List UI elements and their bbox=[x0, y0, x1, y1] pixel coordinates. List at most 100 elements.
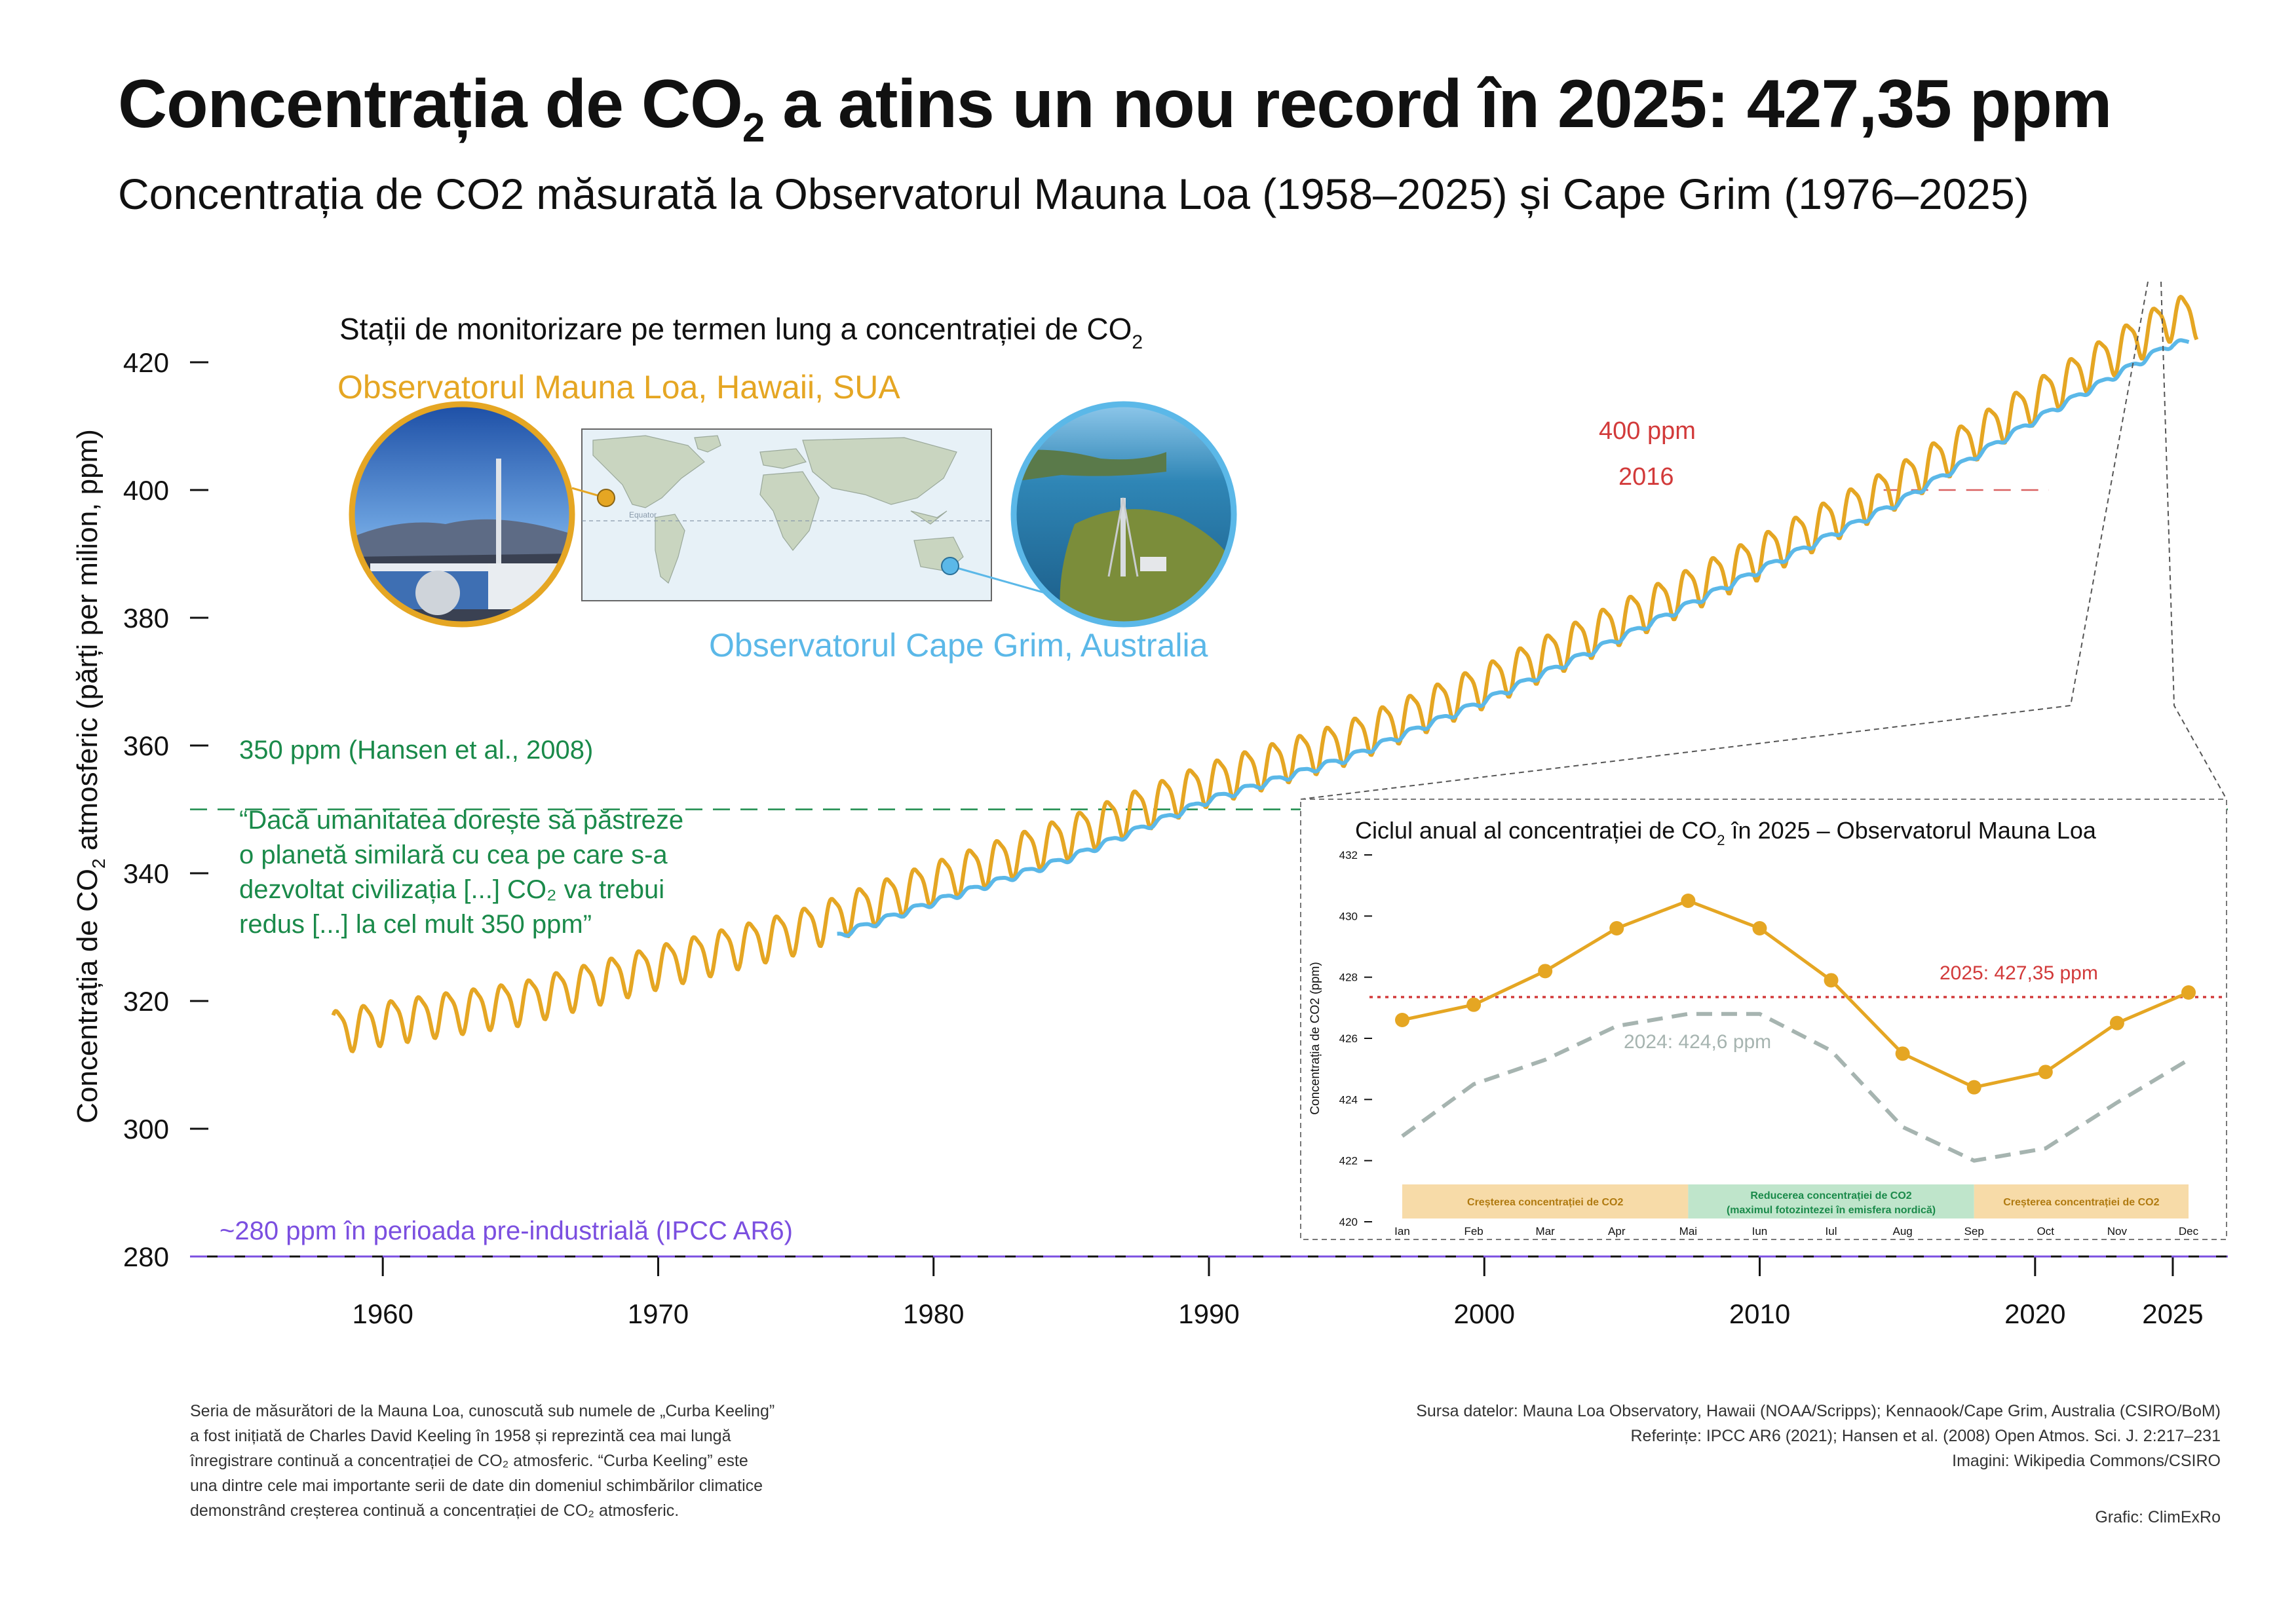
inset-x-tick-label: Dec bbox=[2179, 1225, 2199, 1237]
inset-band-label: (maximul fotozintezei în emisfera nordic… bbox=[1727, 1205, 1936, 1216]
footer-line: Seria de măsurători de la Mauna Loa, cun… bbox=[190, 1402, 775, 1420]
y-tick-label: 400 bbox=[123, 475, 169, 506]
x-tick-label: 1980 bbox=[903, 1298, 964, 1329]
inset-2025-point bbox=[2038, 1065, 2053, 1080]
x-tick-label: 2010 bbox=[1729, 1298, 1790, 1329]
threshold-400-label: 400 ppm bbox=[1599, 417, 1696, 445]
footer-line: înregistrare continuă a concentrației de… bbox=[190, 1452, 748, 1470]
reference-lines: 350 ppm (Hansen et al., 2008) ~280 ppm î… bbox=[190, 417, 2228, 1258]
page-title: Concentrația de CO2 a atins un nou recor… bbox=[118, 66, 2112, 151]
inset-title: Ciclul anual al concentrației de CO2 în … bbox=[1355, 817, 2097, 848]
inset-2025-point bbox=[1824, 973, 1839, 988]
north-america-shape bbox=[592, 435, 705, 508]
inset-2024-annotation: 2024: 424,6 ppm bbox=[1624, 1031, 1771, 1053]
page-subtitle: Concentrația de CO2 măsurată la Observat… bbox=[118, 170, 2029, 218]
cape-grim-series-line bbox=[836, 338, 2190, 938]
inset-y-tick-label: 422 bbox=[1339, 1155, 1358, 1167]
inset-x-tick-label: Mai bbox=[1679, 1225, 1697, 1237]
inset-x-tick-label: Mar bbox=[1536, 1225, 1556, 1237]
equator-label: Equator bbox=[629, 510, 657, 519]
inset-y-tick-label: 432 bbox=[1339, 849, 1358, 861]
inset-x-ticks: Ian Feb Mar Apr Mai Iun Iul Aug Sep Oct Nov Dec bbox=[1394, 1225, 2198, 1237]
mauna-loa-photo bbox=[349, 401, 575, 628]
x-tick-label: 1960 bbox=[352, 1298, 413, 1329]
footer-line: una dintre cele mai importante serii de … bbox=[190, 1477, 763, 1495]
asia-shape bbox=[802, 437, 957, 505]
africa-shape bbox=[759, 471, 820, 551]
graphic-credit: Grafic: ClimExRo bbox=[2095, 1508, 2221, 1526]
footer-line: demonstrând creșterea continuă a concent… bbox=[190, 1501, 679, 1520]
inset-2025-point bbox=[1466, 997, 1482, 1012]
mauna-loa-photo-ring bbox=[349, 401, 575, 628]
y-tick-label: 380 bbox=[123, 603, 169, 633]
inset-y-tick-label: 430 bbox=[1339, 910, 1358, 922]
footer-line: Imagini: Wikipedia Commons/CSIRO bbox=[1952, 1452, 2221, 1470]
inset-y-axis-label: Concentrația de CO2 (ppm) bbox=[1309, 962, 1322, 1114]
cape-grim-connector bbox=[949, 565, 1046, 594]
inset-x-tick-label: Ian bbox=[1394, 1225, 1410, 1237]
quote-line: redus [...] la cel mult 350 ppm” bbox=[239, 910, 592, 939]
mauna-loa-marker bbox=[597, 489, 615, 507]
inset-2025-series-line bbox=[1402, 899, 2189, 1089]
inset-band-label: Creșterea concentrației de CO2 bbox=[1467, 1197, 1623, 1208]
cape-grim-marker bbox=[941, 557, 959, 575]
inset-band-label: Creșterea concentrației de CO2 bbox=[2003, 1197, 2159, 1208]
inset-2025-point bbox=[1681, 894, 1696, 908]
x-tick-label: 2025 bbox=[2142, 1298, 2203, 1329]
inset-2025-annotation: 2025: 427,35 ppm bbox=[1940, 962, 2098, 984]
inset-2025-point bbox=[1895, 1046, 1910, 1061]
inset-x-tick-label: Iul bbox=[1826, 1225, 1837, 1237]
map-panel-title: Stații de monitorizare pe termen lung a … bbox=[339, 312, 1143, 353]
inset-band-label: Reducerea concentrației de CO2 bbox=[1750, 1190, 1911, 1201]
y-tick-label: 280 bbox=[123, 1241, 169, 1272]
monitoring-stations-panel: Stații de monitorizare pe termen lung a … bbox=[337, 312, 1237, 664]
indonesia-shape bbox=[910, 510, 947, 525]
world-map: Equator bbox=[581, 428, 992, 601]
quote-line: o planetă similară cu cea pe care s-a bbox=[239, 840, 668, 869]
footer-line: Referințe: IPCC AR6 (2021); Hansen et al… bbox=[1630, 1427, 2221, 1445]
y-axis-ticks: 280 300 320 340 360 380 400 420 bbox=[123, 347, 208, 1272]
inset-y-tick-label: 428 bbox=[1339, 972, 1358, 984]
cape-grim-label: Observatorul Cape Grim, Australia bbox=[709, 627, 1208, 664]
europe-shape bbox=[759, 448, 807, 469]
mauna-loa-label: Observatorul Mauna Loa, Hawaii, SUA bbox=[337, 369, 900, 406]
hansen-350-label: 350 ppm (Hansen et al., 2008) bbox=[239, 736, 593, 765]
quote-line: dezvoltat civilizația [...] CO₂ va trebu… bbox=[239, 875, 664, 904]
inset-2024-series-line bbox=[1401, 1011, 2190, 1163]
inset-band bbox=[1974, 1184, 2189, 1218]
y-axis-label: Concentrația de CO2 atmosferic (părți pe… bbox=[71, 429, 109, 1124]
greenland-shape bbox=[694, 435, 721, 453]
inset-y-tick-label: 420 bbox=[1339, 1216, 1358, 1228]
inset-y-tick-label: 426 bbox=[1339, 1032, 1358, 1045]
quote-line: “Dacă umanitatea dorește să păstreze bbox=[239, 806, 683, 835]
inset-2025-point bbox=[1752, 921, 1767, 935]
annual-cycle-inset: Ciclul anual al concentrației de CO2 în … bbox=[1300, 799, 2227, 1240]
x-tick-label: 2000 bbox=[1454, 1298, 1515, 1329]
inset-2025-points bbox=[1395, 894, 2196, 1095]
threshold-400-year: 2016 bbox=[1618, 463, 1674, 491]
cape-grim-photo-ring bbox=[1010, 401, 1237, 628]
zoom-connector-right bbox=[2160, 281, 2227, 800]
inset-2025-point bbox=[1966, 1080, 1981, 1095]
inset-x-tick-label: Aug bbox=[1893, 1225, 1913, 1237]
y-tick-label: 420 bbox=[123, 347, 169, 378]
cape-grim-photo bbox=[1010, 401, 1237, 628]
footer-line: Sursa datelor: Mauna Loa Observatory, Ha… bbox=[1416, 1402, 2221, 1420]
inset-x-tick-label: Sep bbox=[1964, 1225, 1984, 1237]
inset-y-ticks: 420 422 424 426 428 430 432 bbox=[1339, 849, 1372, 1228]
zoom-connector-left bbox=[1300, 281, 2149, 800]
inset-2025-point bbox=[1609, 921, 1624, 935]
inset-frame bbox=[1300, 799, 2227, 1240]
y-tick-label: 320 bbox=[123, 986, 169, 1017]
inset-x-tick-label: Nov bbox=[2107, 1225, 2128, 1237]
inset-x-tick-label: Oct bbox=[2037, 1225, 2055, 1237]
preindustrial-280-label: ~280 ppm în perioada pre-industrială (IP… bbox=[220, 1217, 793, 1245]
x-tick-label: 1970 bbox=[628, 1298, 689, 1329]
inset-2025-point bbox=[2181, 985, 2196, 1000]
mauna-loa-series-line bbox=[331, 295, 2199, 1053]
inset-2025-point bbox=[1538, 964, 1553, 979]
hansen-quote: “Dacă umanitatea dorește să păstreze o p… bbox=[239, 806, 683, 939]
inset-2025-point bbox=[2109, 1015, 2124, 1030]
inset-y-tick-label: 424 bbox=[1339, 1093, 1358, 1106]
